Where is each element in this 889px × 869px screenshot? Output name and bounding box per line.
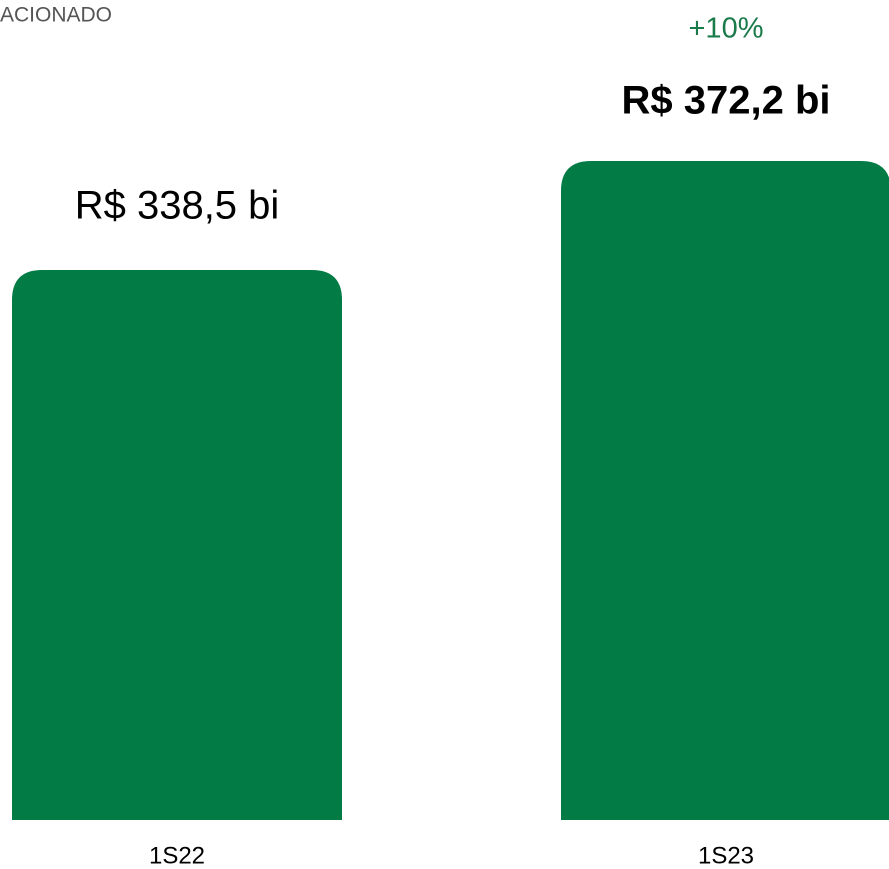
- chart-title: ACIONADO: [0, 4, 112, 27]
- x-tick-label: 1S23: [698, 842, 754, 869]
- annotation: +10%: [689, 13, 764, 45]
- value-label: R$ 338,5 bi: [75, 184, 280, 228]
- value-label: R$ 372,2 bi: [621, 79, 830, 123]
- bar: [561, 161, 889, 820]
- bar: [12, 269, 342, 820]
- x-tick-label: 1S22: [149, 842, 205, 869]
